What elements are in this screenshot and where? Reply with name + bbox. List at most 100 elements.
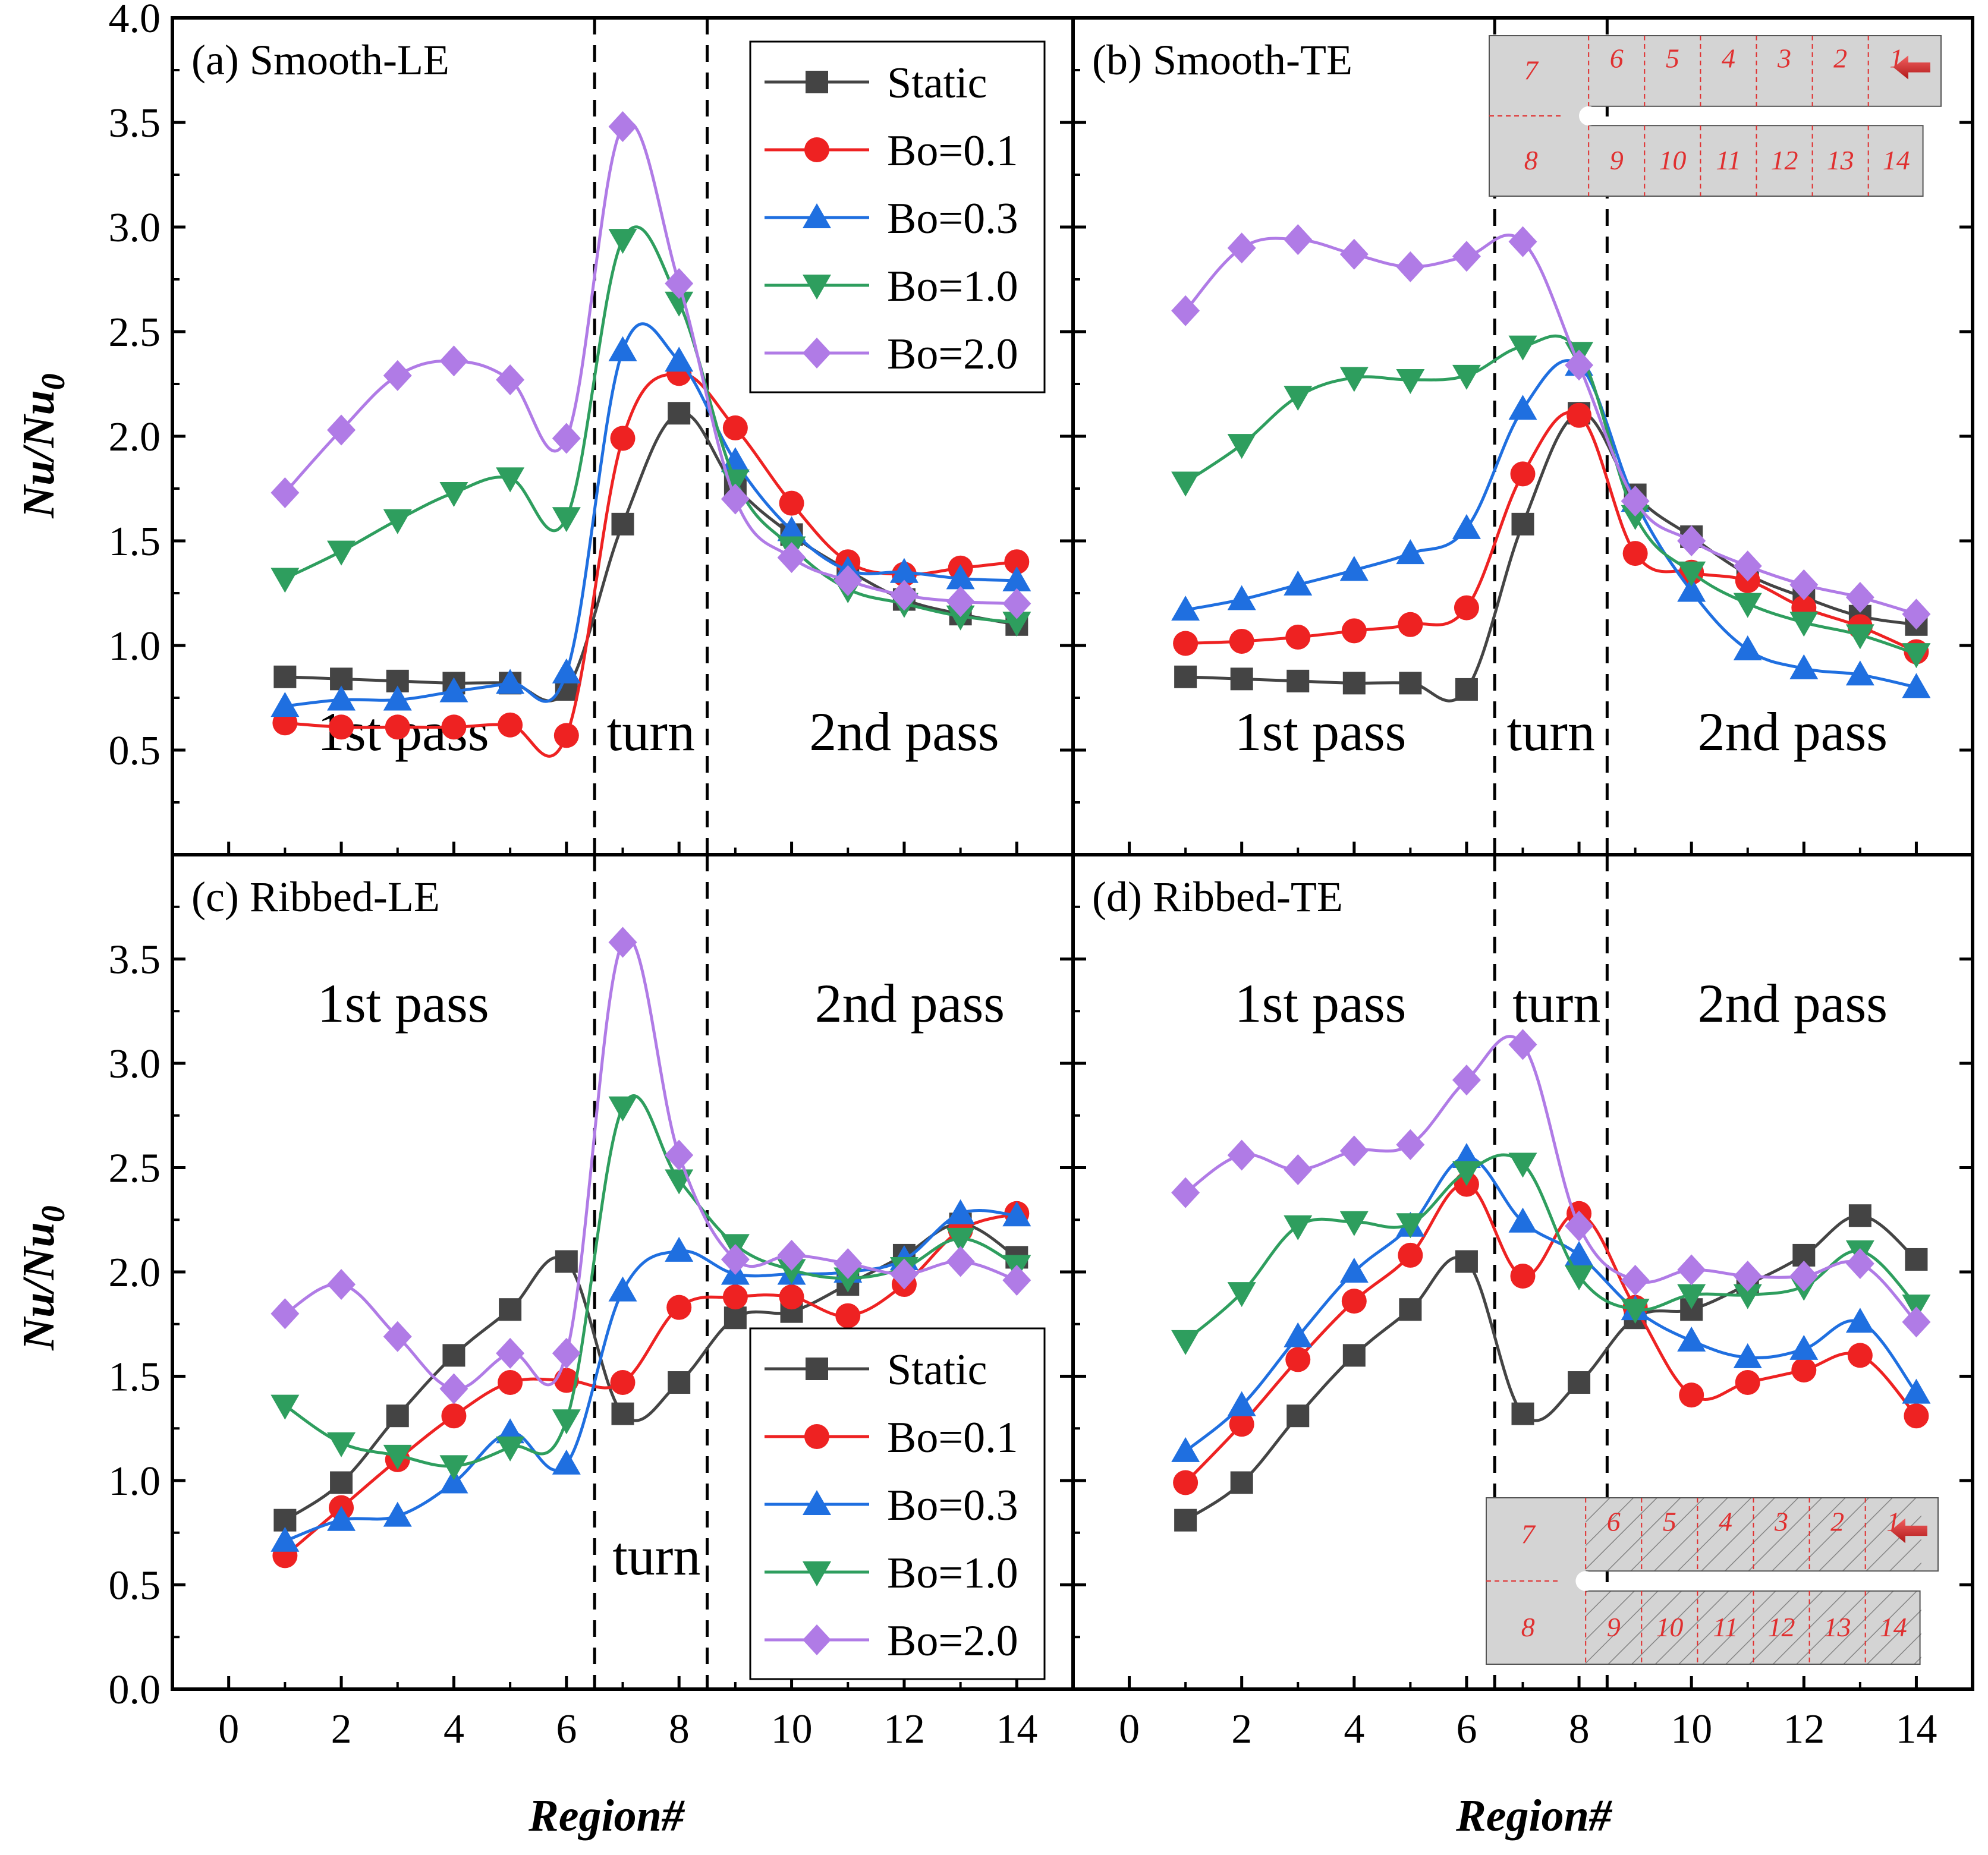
inset-region-label: 13	[1827, 145, 1854, 175]
data-point	[1399, 672, 1422, 695]
series-line	[1184, 1035, 1918, 1323]
series-line	[1185, 411, 1917, 653]
data-point	[946, 1199, 975, 1224]
data-point	[270, 1526, 300, 1552]
legend-label: Bo=1.0	[887, 1549, 1018, 1598]
data-point	[835, 1303, 861, 1328]
data-point	[1173, 1470, 1199, 1495]
series-Bo=2.0	[270, 927, 1031, 1404]
panel-d: 0 2 4 6 8 10 12 14 (d) Ribbed-TE 1st pass turn 2nd …	[1060, 853, 1974, 1752]
x-tick-label: 8	[669, 1706, 690, 1752]
data-point	[383, 360, 412, 391]
data-point	[498, 712, 523, 738]
data-point	[1621, 1265, 1650, 1296]
legend-marker	[803, 1561, 831, 1586]
legend-marker	[806, 71, 828, 93]
inset-region-label: 10	[1659, 145, 1686, 175]
legend-marker	[804, 137, 829, 162]
data-point	[1396, 1213, 1425, 1239]
data-point	[496, 1337, 525, 1369]
data-point	[1339, 1135, 1369, 1167]
data-point	[1452, 241, 1481, 272]
data-point	[946, 1227, 975, 1253]
series-Static	[273, 402, 1028, 703]
data-point	[722, 1284, 748, 1310]
panel-c: 0 2 4 6 8 10 12 14 0.0 0.5 1.0 1.5 2.0 2.5 3.0 3.5 (c) R…	[109, 853, 1075, 1752]
y-tick-label: 2.5	[109, 1146, 161, 1192]
data-point	[439, 1468, 468, 1494]
inset-region-label: 2	[1830, 1506, 1844, 1536]
data-point	[889, 580, 918, 611]
data-point	[1508, 395, 1537, 420]
data-point	[1396, 369, 1425, 394]
series-Bo=0.3	[1171, 351, 1931, 698]
x-tick-label: 0	[218, 1706, 239, 1752]
legend-label: Bo=2.0	[887, 330, 1018, 379]
data-point	[1508, 335, 1537, 361]
panel-title: (a) Smooth-LE	[191, 36, 449, 84]
data-point	[327, 540, 356, 566]
panel-a: 0.51.01.52.02.53.03.54.0(a) Smooth-LE1st…	[109, 0, 1075, 856]
data-point	[1002, 1265, 1031, 1296]
data-point	[1565, 349, 1594, 381]
x-tick-label: 8	[1569, 1706, 1590, 1752]
data-point	[1396, 251, 1425, 282]
inset-region-label: 7	[1521, 1519, 1536, 1549]
data-point	[724, 1306, 747, 1330]
data-point	[1230, 667, 1253, 691]
region-label: 2nd pass	[1698, 973, 1888, 1034]
data-point	[1789, 1334, 1819, 1360]
data-point	[665, 347, 694, 372]
data-point	[1733, 1261, 1762, 1292]
data-point	[666, 1295, 692, 1320]
x-tick-label: 2	[1231, 1706, 1252, 1752]
data-point	[1508, 1029, 1537, 1060]
inset-region-label: 2	[1833, 43, 1847, 73]
legend-marker	[806, 1358, 828, 1380]
data-point	[383, 685, 412, 711]
series-Bo=1.0	[270, 1094, 1031, 1481]
region-label: turn	[607, 701, 695, 762]
data-point	[1339, 1258, 1369, 1283]
data-point	[439, 482, 468, 508]
inset-region-label: 6	[1607, 1506, 1621, 1536]
data-point	[1284, 386, 1313, 411]
x-tick-label: 12	[883, 1706, 925, 1752]
data-point	[1002, 566, 1031, 591]
panel-title: (d) Ribbed-TE	[1092, 873, 1343, 921]
data-point	[608, 1096, 637, 1122]
x-tick-label: 0	[1119, 1706, 1140, 1752]
data-point	[1565, 1240, 1594, 1266]
data-point	[777, 542, 806, 574]
x-tick-label: 14	[996, 1706, 1037, 1752]
data-point	[889, 558, 918, 583]
data-point	[1230, 1471, 1253, 1494]
data-point	[665, 291, 694, 317]
data-point	[1002, 612, 1031, 637]
data-point	[1902, 599, 1931, 630]
data-point	[1733, 1284, 1762, 1309]
data-point	[1733, 1343, 1762, 1368]
inset-region-label: 6	[1610, 43, 1624, 73]
data-point	[611, 1402, 634, 1425]
data-point	[1904, 1403, 1929, 1429]
data-point	[441, 1403, 467, 1429]
data-point	[1508, 1207, 1537, 1233]
data-point	[1677, 1326, 1706, 1352]
data-point	[1171, 295, 1200, 326]
data-point	[665, 1139, 694, 1171]
data-point	[1452, 1161, 1481, 1186]
x-tick-label: 12	[1783, 1706, 1825, 1752]
legend-label: Bo=0.3	[887, 1481, 1018, 1530]
y-tick-label: 2.0	[109, 1250, 161, 1296]
data-point	[777, 516, 806, 541]
series-Bo=1.0	[1171, 1152, 1931, 1355]
y-tick-label: 1.0	[109, 623, 161, 669]
data-point	[833, 1267, 863, 1293]
data-point	[777, 1259, 806, 1284]
data-point	[327, 1506, 356, 1531]
inset-region-label: 13	[1824, 1612, 1851, 1642]
inset-region-label: 4	[1722, 43, 1735, 73]
data-point	[327, 414, 356, 446]
data-point	[1229, 1412, 1254, 1437]
